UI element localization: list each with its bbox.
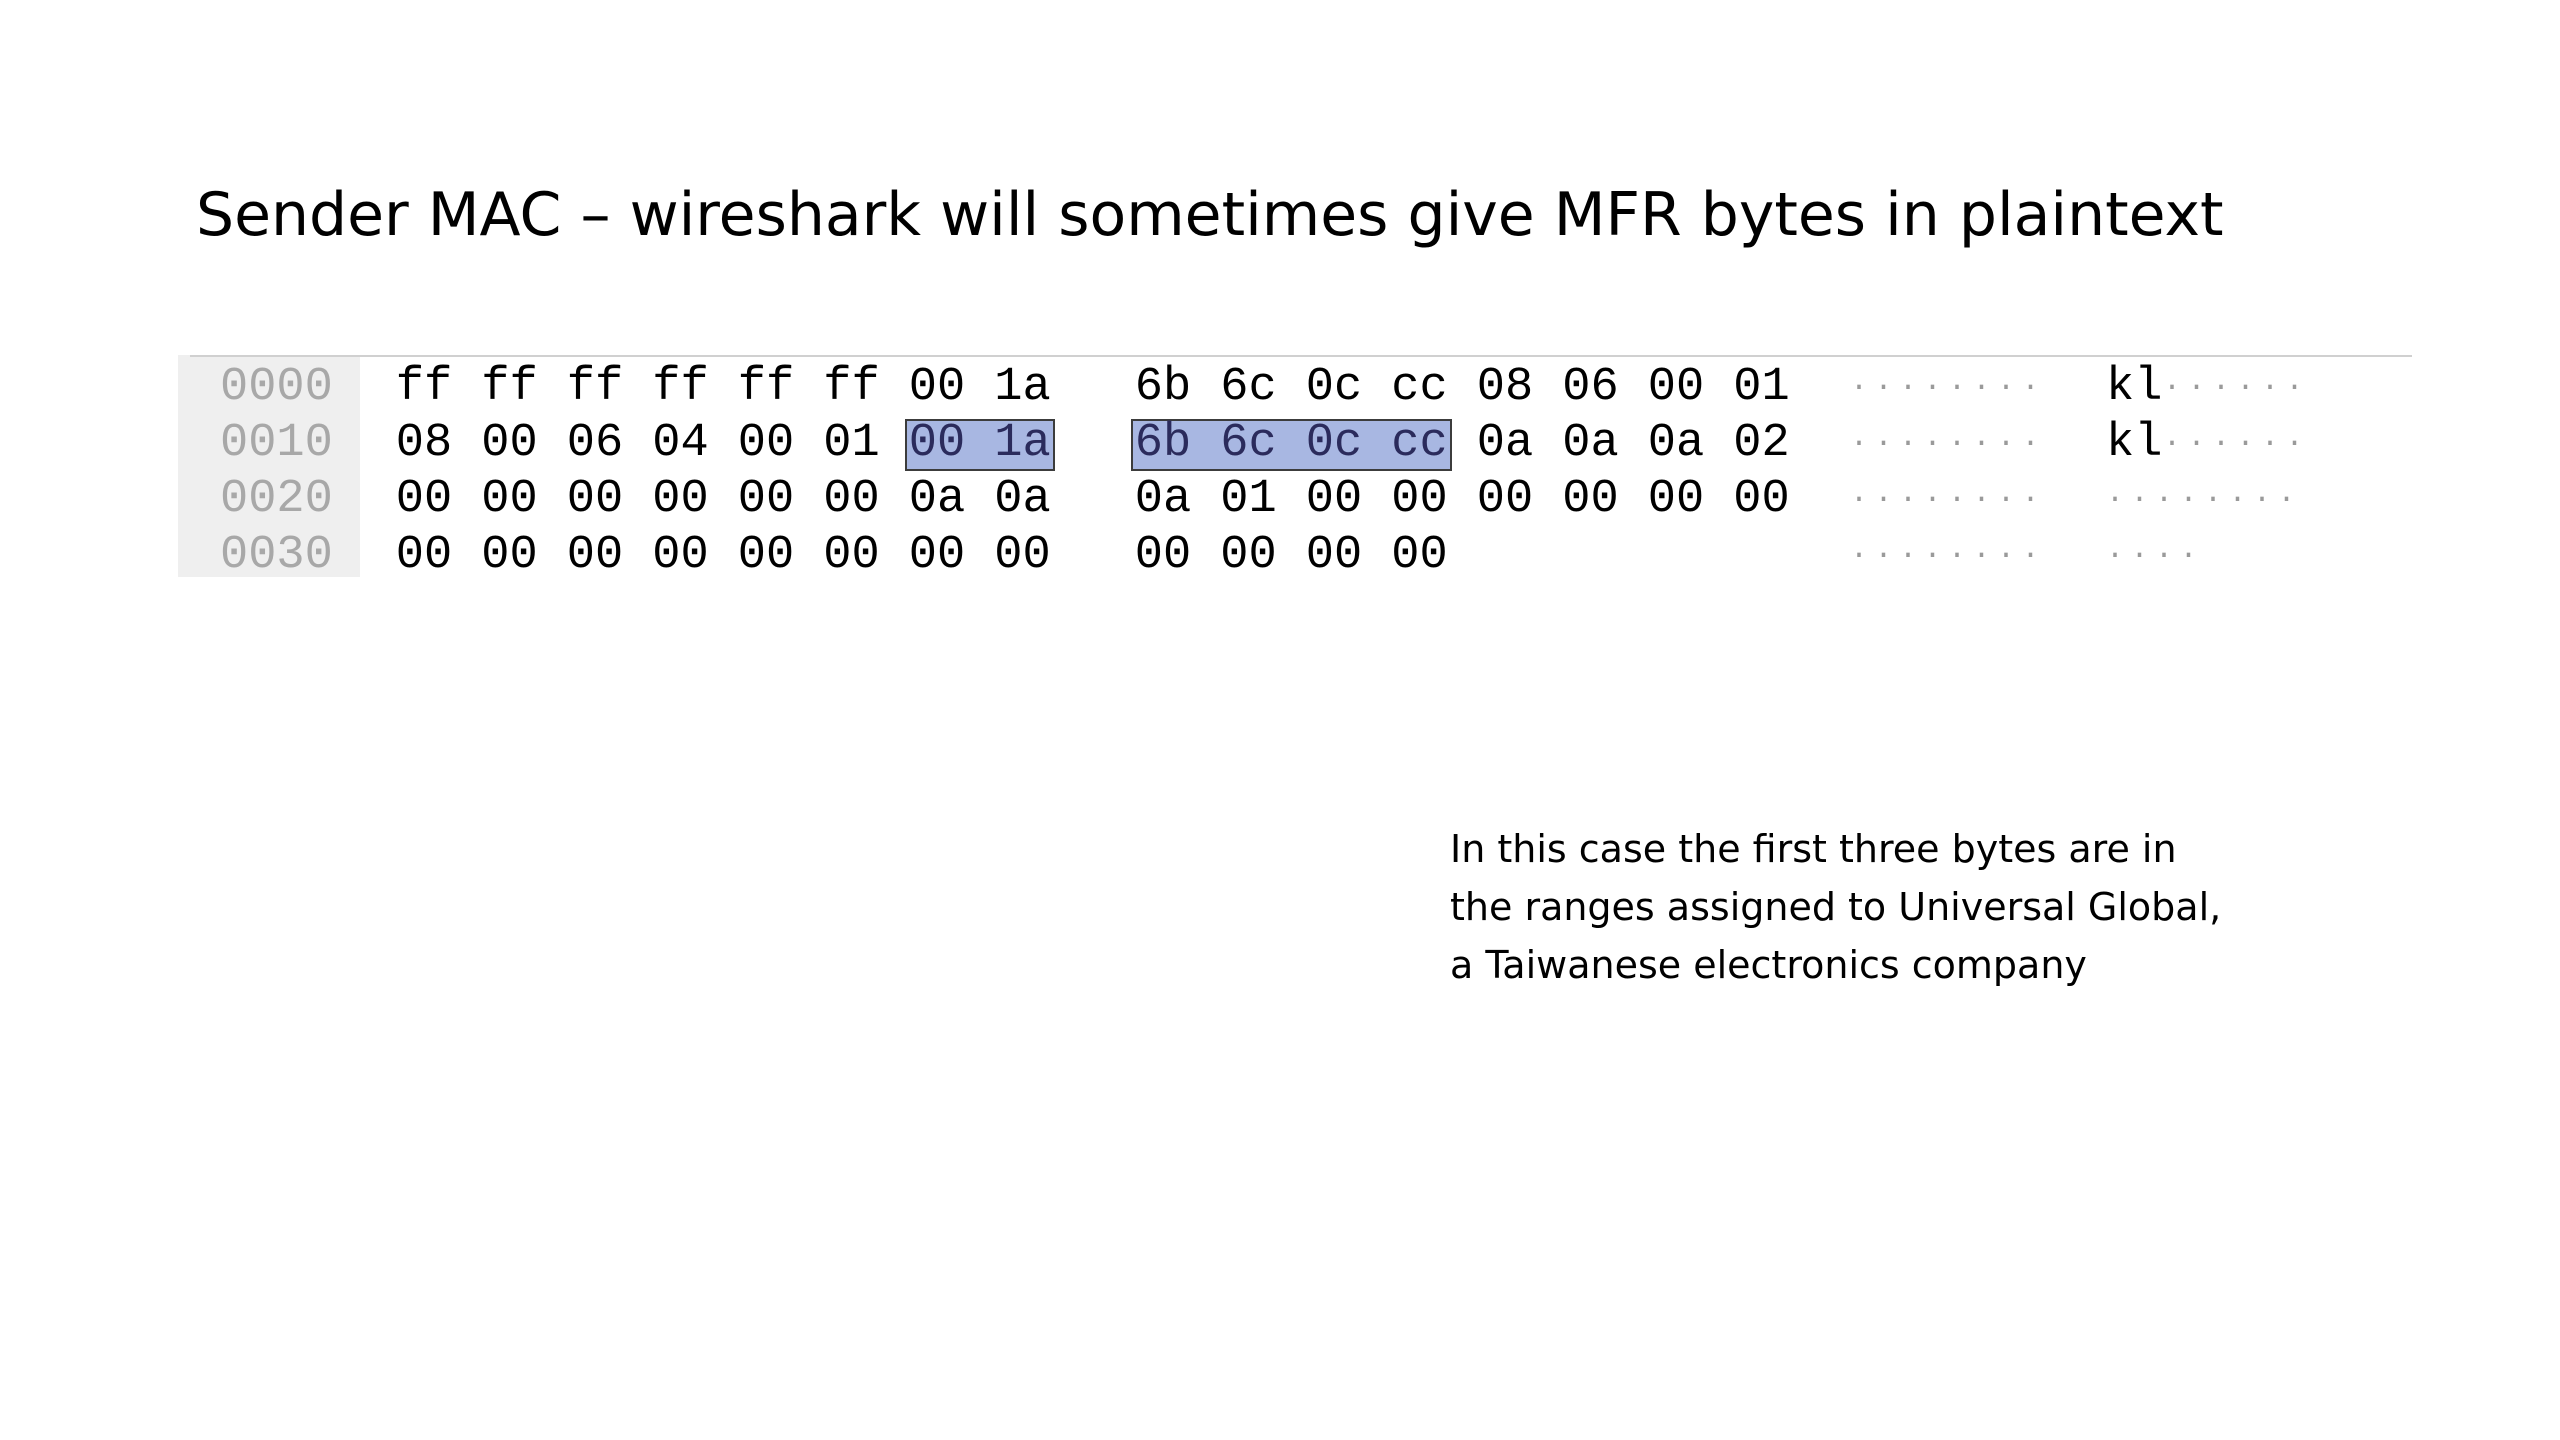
hex-byte[interactable]: 08 — [1476, 361, 1534, 414]
offset-gutter — [178, 355, 360, 577]
slide-title: Sender MAC – wireshark will sometimes gi… — [196, 180, 2224, 250]
ascii-group-2-text[interactable]: kl — [2106, 361, 2163, 414]
hex-byte[interactable]: 0a — [1562, 417, 1619, 470]
hex-byte[interactable]: 6b — [1134, 417, 1192, 470]
ascii-group-2-text[interactable]: kl — [2106, 417, 2163, 470]
ascii-group-2-dots[interactable]: ······ — [2163, 371, 2311, 405]
hex-byte[interactable]: 00 — [994, 529, 1051, 582]
hex-byte[interactable]: 00 — [1562, 473, 1619, 526]
hex-byte[interactable]: 00 — [823, 529, 880, 582]
ascii-group-1[interactable]: ········ — [1850, 539, 2047, 573]
hex-byte[interactable]: 0a — [994, 473, 1051, 526]
hex-byte[interactable]: ff — [481, 361, 538, 414]
hex-byte[interactable]: 01 — [823, 417, 880, 470]
hex-byte[interactable]: cc — [1391, 361, 1448, 414]
hex-byte[interactable]: 00 — [481, 417, 538, 470]
hex-byte[interactable]: ff — [823, 361, 880, 414]
hex-byte[interactable]: 06 — [1562, 361, 1619, 414]
selection-highlight — [1131, 419, 1452, 471]
hex-byte[interactable]: 00 — [652, 529, 709, 582]
row-offset: 0000 — [220, 361, 333, 414]
hex-byte[interactable]: 00 — [566, 529, 624, 582]
hex-byte[interactable]: 00 — [652, 473, 709, 526]
hex-byte[interactable]: 00 — [737, 473, 795, 526]
hex-byte[interactable]: 06 — [566, 417, 624, 470]
hex-byte[interactable]: 0a — [1476, 417, 1534, 470]
hex-byte[interactable]: 1a — [994, 417, 1051, 470]
ascii-group-2-dots[interactable]: ······ — [2163, 427, 2311, 461]
hex-byte[interactable]: 6c — [1220, 361, 1277, 414]
hex-byte[interactable]: 00 — [1391, 529, 1448, 582]
selection-highlight — [905, 419, 1055, 471]
hex-row[interactable]: 0030 00 00 00 00 00 00 00 00 00 00 00 00 ········ ···· — [178, 528, 2412, 584]
hex-byte[interactable]: 00 — [908, 361, 966, 414]
hex-byte[interactable]: 00 — [737, 417, 795, 470]
hex-byte[interactable]: 04 — [652, 417, 709, 470]
hex-byte[interactable]: 00 — [823, 473, 880, 526]
hex-byte[interactable]: 0a — [908, 473, 966, 526]
ascii-group-1[interactable]: ········ — [1850, 371, 2047, 405]
hex-byte[interactable]: 00 — [481, 529, 538, 582]
pane-top-divider — [190, 355, 2412, 357]
hex-byte[interactable]: 00 — [1476, 473, 1534, 526]
hex-byte[interactable]: 00 — [1220, 529, 1277, 582]
hex-byte[interactable]: 6c — [1220, 417, 1277, 470]
row-offset: 0010 — [220, 417, 333, 470]
hex-byte[interactable]: ff — [566, 361, 624, 414]
row-offset: 0020 — [220, 473, 333, 526]
hex-byte[interactable]: 00 — [737, 529, 795, 582]
hex-byte[interactable]: 01 — [1733, 361, 1790, 414]
hex-byte[interactable]: ff — [652, 361, 709, 414]
hex-byte[interactable]: ff — [395, 361, 453, 414]
ascii-group-1[interactable]: ········ — [1850, 483, 2047, 517]
hex-byte[interactable]: 00 — [1134, 529, 1192, 582]
hex-byte[interactable]: 0a — [1647, 417, 1705, 470]
hex-row[interactable]: 0010 08 00 06 04 00 01 00 1a 6b 6c 0c cc 0a 0a 0a 02 ····… — [178, 416, 2412, 472]
ascii-group-2-dots[interactable]: ···· — [2106, 539, 2205, 573]
hex-byte[interactable]: 00 — [1647, 473, 1705, 526]
hex-row[interactable]: 0000 ff ff ff ff ff ff 00 1a 6b 6c 0c cc 08 06 00 01 ····… — [178, 360, 2412, 416]
hex-byte[interactable]: 1a — [994, 361, 1051, 414]
hex-byte[interactable]: 00 — [908, 529, 966, 582]
hex-byte[interactable]: 00 — [1305, 529, 1363, 582]
hex-byte[interactable]: 01 — [1220, 473, 1277, 526]
hex-byte[interactable]: 00 — [1391, 473, 1448, 526]
ascii-group-2-dots[interactable]: ········ — [2106, 483, 2303, 517]
hex-byte[interactable]: ff — [737, 361, 795, 414]
hex-byte[interactable]: 00 — [1305, 473, 1363, 526]
row-offset: 0030 — [220, 529, 333, 582]
hex-byte[interactable]: cc — [1391, 417, 1448, 470]
hex-byte[interactable]: 08 — [395, 417, 453, 470]
hex-byte[interactable]: 00 — [1733, 473, 1790, 526]
hex-row[interactable]: 0020 00 00 00 00 00 00 0a 0a 0a 01 00 00 00 00 00 00 ····… — [178, 472, 2412, 528]
hex-byte[interactable]: 00 — [908, 417, 966, 470]
hex-byte[interactable]: 00 — [395, 473, 453, 526]
hex-byte[interactable]: 00 — [566, 473, 624, 526]
hex-dump-pane[interactable]: 0000 ff ff ff ff ff ff 00 1a 6b 6c 0c cc 08 06 00 01 ····… — [178, 355, 2412, 582]
ascii-group-1[interactable]: ········ — [1850, 427, 2047, 461]
hex-byte[interactable]: 00 — [481, 473, 538, 526]
hex-byte[interactable]: 0c — [1305, 417, 1363, 470]
hex-byte[interactable]: 02 — [1733, 417, 1790, 470]
hex-byte[interactable]: 00 — [395, 529, 453, 582]
note-text: In this case the first three bytes are i… — [1450, 827, 2222, 987]
hex-byte[interactable]: 0a — [1134, 473, 1192, 526]
hex-byte[interactable]: 0c — [1305, 361, 1363, 414]
hex-byte[interactable]: 00 — [1647, 361, 1705, 414]
hex-byte[interactable]: 6b — [1134, 361, 1192, 414]
